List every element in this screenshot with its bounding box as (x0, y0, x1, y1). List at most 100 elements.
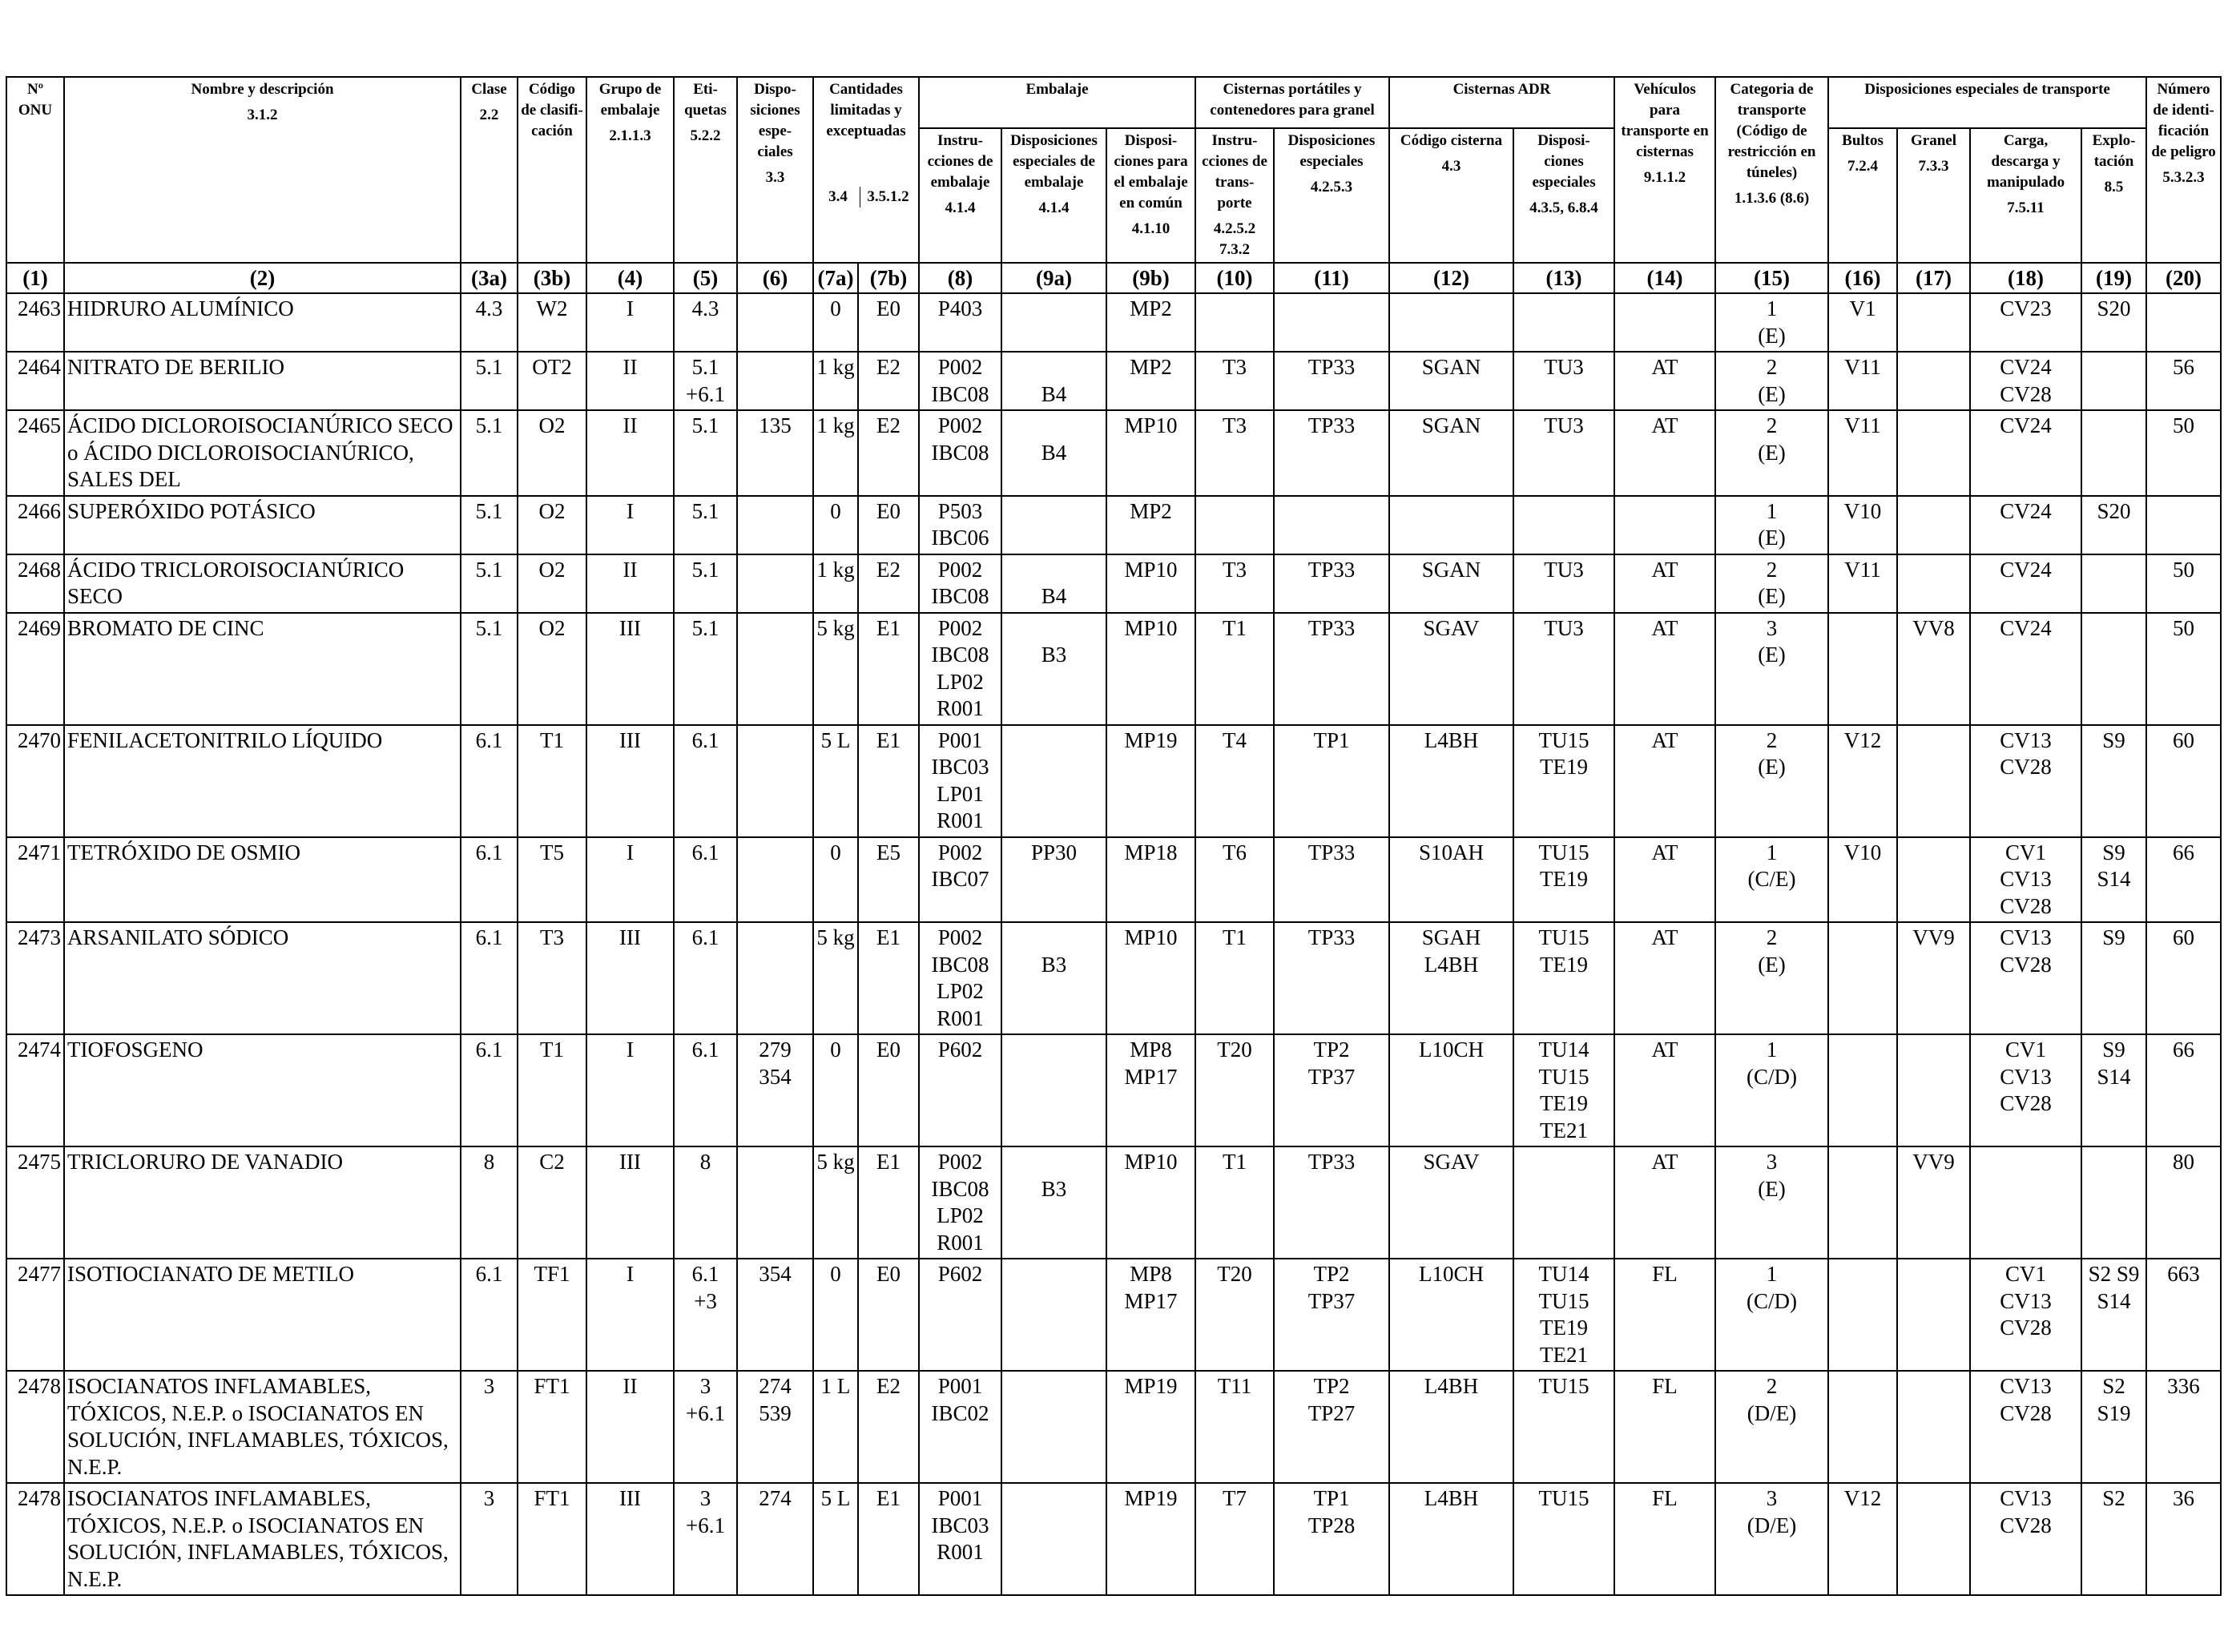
dangerous-goods-table-container: Nº ONU Nombre y descripción 3.1.2 Clase 2.… (6, 76, 2222, 1596)
table-cell (736, 921, 814, 1035)
table-cell: E2 (857, 409, 920, 497)
table-cell: 60 (2145, 921, 2222, 1035)
header-reference: 3.4 (828, 188, 848, 205)
table-cell: B3 (1001, 921, 1107, 1035)
header-disp-transporte: Disposiciones especiales de transporte (1827, 76, 2148, 129)
table-cell: 6.1 (460, 1258, 518, 1372)
table-cell: S2 S19 (2081, 1370, 2148, 1484)
table-cell: AT (1614, 409, 1717, 497)
table-cell (1195, 292, 1275, 353)
table-cell (1614, 292, 1717, 353)
column-number: (5) (673, 262, 738, 294)
table-cell (1827, 921, 1899, 1035)
name-cell: TIOFOSGENO (63, 1034, 461, 1147)
table-cell: 6.1 (673, 723, 738, 838)
table-cell: VV9 (1896, 1146, 1972, 1259)
table-cell: 50 (2145, 611, 2222, 726)
table-row: 2464 NITRATO DE BERILIO 5.1 OT2 II 5.1 +6.1 1 … (6, 351, 2222, 411)
column-number: (2) (63, 262, 461, 294)
table-cell: AT (1614, 1146, 1717, 1259)
un-number-cell: 2477 (6, 1258, 65, 1372)
table-cell: P002 IBC07 (918, 836, 1002, 923)
table-cell: C2 (517, 1146, 587, 1259)
table-cell (1001, 1370, 1107, 1484)
table-cell: 5 kg (812, 611, 859, 726)
header-reference: 4.3 (1441, 158, 1461, 175)
table-cell (2081, 409, 2148, 497)
table-cell: TU3 (1513, 409, 1616, 497)
table-cell: CV24 (1969, 494, 2083, 555)
column-number: (14) (1614, 262, 1717, 294)
header-reference: 4.2.5.2 7.3.2 (1213, 220, 1256, 258)
table-cell (1388, 494, 1515, 555)
table-cell: 1 kg (812, 409, 859, 497)
table-row: 2465 ÁCIDO DICLOROISOCIANÚRICO SECO o ÁCI… (6, 409, 2222, 497)
table-cell (1827, 1146, 1899, 1259)
column-number: (6) (736, 262, 814, 294)
table-cell (1513, 292, 1616, 353)
name-cell: HIDRURO ALUMÍNICO (63, 292, 461, 353)
header-granel: Granel 7.3.3 (1896, 127, 1972, 264)
column-number: (9b) (1106, 262, 1196, 294)
table-cell: E1 (857, 921, 920, 1035)
table-cell: L10CH (1388, 1258, 1515, 1372)
table-cell: 50 (2145, 409, 2222, 497)
column-number: (9a) (1001, 262, 1107, 294)
header-reference: 3.5.1.2 (860, 187, 916, 208)
table-cell: B3 (1001, 611, 1107, 726)
header-reference: 5.3.2.3 (2162, 169, 2205, 186)
table-row: 2475 TRICLORURO DE VANADIO 8 C2 III 8 5 kg E1 P… (6, 1146, 2222, 1259)
un-number-cell: 2478 (6, 1370, 65, 1484)
table-cell: MP19 (1106, 1482, 1196, 1596)
table-cell: E2 (857, 351, 920, 411)
table-cell: 4.3 (460, 292, 518, 353)
table-cell: S20 (2081, 292, 2148, 353)
column-number: (15) (1714, 262, 1830, 294)
name-cell: ISOCIANATOS INFLAMABLES, TÓXICOS, N.E.P.… (63, 1370, 461, 1484)
table-cell: MP19 (1106, 1370, 1196, 1484)
table-cell: 4.3 (673, 292, 738, 353)
column-number: (7a) (812, 262, 859, 294)
table-cell: 1 (E) (1714, 494, 1830, 555)
table-cell: P001 IBC03 R001 (918, 1482, 1002, 1596)
table-cell: T3 (517, 921, 587, 1035)
table-cell: E1 (857, 723, 920, 838)
header-clase: Clase 2.2 (460, 76, 518, 264)
un-number-cell: 2470 (6, 723, 65, 838)
table-cell: CV24 (1969, 409, 2083, 497)
table-cell: P602 (918, 1258, 1002, 1372)
table-cell (736, 836, 814, 923)
un-number-cell: 2475 (6, 1146, 65, 1259)
table-cell: SGAN (1388, 553, 1515, 614)
table-cell: P002 IBC08 LP02 R001 (918, 1146, 1002, 1259)
header-disp-embalaje: Disposiciones especiales de embalaje 4.1.… (1001, 127, 1107, 264)
table-cell: MP19 (1106, 723, 1196, 838)
table-row: 2478 ISOCIANATOS INFLAMABLES, TÓXICOS, N.… (6, 1482, 2222, 1596)
table-cell: S20 (2081, 494, 2148, 555)
column-number: (7b) (857, 262, 920, 294)
table-cell (1896, 723, 1972, 838)
un-number-cell: 2478 (6, 1482, 65, 1596)
name-cell: SUPERÓXIDO POTÁSICO (63, 494, 461, 555)
table-cell: 5.1 (673, 494, 738, 555)
table-cell: 0 (812, 292, 859, 353)
table-cell (2081, 553, 2148, 614)
un-number-cell: 2468 (6, 553, 65, 614)
table-cell (736, 494, 814, 555)
table-cell: S9 S14 (2081, 1034, 2148, 1147)
table-cell: 3 (460, 1482, 518, 1596)
table-cell: MP2 (1106, 351, 1196, 411)
column-number: (4) (586, 262, 675, 294)
name-cell: FENILACETONITRILO LÍQUIDO (63, 723, 461, 838)
table-cell: 5.1 (460, 553, 518, 614)
table-row: 2474 TIOFOSGENO 6.1 T1 I 6.1 279 354 0 E0 P602 MP8… (6, 1034, 2222, 1147)
table-cell: SGAN (1388, 409, 1515, 497)
un-number-cell: 2466 (6, 494, 65, 555)
table-cell (1827, 1034, 1899, 1147)
table-cell: P001 IBC03 LP01 R001 (918, 723, 1002, 838)
table-cell: SGAN (1388, 351, 1515, 411)
header-reference: 4.1.4 (1038, 199, 1070, 216)
table-cell: 50 (2145, 553, 2222, 614)
table-cell: T3 (1195, 351, 1275, 411)
table-cell: 80 (2145, 1146, 2222, 1259)
